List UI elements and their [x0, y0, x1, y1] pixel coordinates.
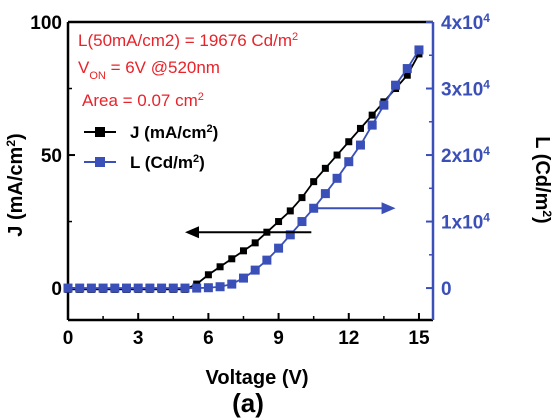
- data-point-l: [320, 189, 330, 199]
- chart-marks: [63, 45, 424, 293]
- data-point-l: [227, 279, 237, 289]
- x-axis-label: Voltage (V): [206, 367, 309, 389]
- data-point-l: [414, 45, 424, 55]
- data-point-l: [133, 283, 143, 293]
- data-point-j: [345, 138, 353, 146]
- data-point-j: [275, 218, 283, 226]
- data-point-l: [63, 283, 73, 293]
- data-point-l: [98, 283, 108, 293]
- data-point-l: [355, 140, 365, 150]
- y-right-tick-label: 2x104: [441, 144, 490, 167]
- arrow-head: [184, 226, 199, 239]
- data-point-l: [250, 265, 260, 275]
- data-point-l: [274, 243, 284, 253]
- x-tick-label: 12: [338, 328, 359, 349]
- y-right-tick-label: 3x104: [441, 78, 490, 101]
- data-point-j: [310, 178, 318, 186]
- panel-label: (a): [232, 388, 264, 418]
- legend-item-j: J (mA/cm2): [84, 123, 218, 142]
- y-left-tick-label: 50: [41, 146, 62, 167]
- annotation-line1: L(50mA/cm2) = 19676 Cd/m2: [78, 31, 298, 50]
- data-point-l: [297, 217, 307, 227]
- data-point-l: [75, 283, 85, 293]
- x-tick-label: 0: [63, 328, 74, 349]
- data-point-l: [203, 283, 213, 293]
- data-point-l: [367, 120, 377, 130]
- data-point-l: [145, 283, 155, 293]
- legend: J (mA/cm2) L (Cd/m2): [84, 123, 218, 172]
- data-point-l: [332, 173, 342, 183]
- data-point-j: [403, 71, 411, 79]
- y-right-tick-label: 0: [441, 279, 452, 300]
- data-point-l: [344, 157, 354, 167]
- data-point-l: [379, 100, 389, 110]
- axes-frame: 0 3 6 9 12 15 0 50 100 0 1x104 2x104 3x104 4x104: [30, 11, 490, 349]
- data-point-l: [168, 283, 178, 293]
- data-point-j: [204, 271, 212, 279]
- data-point-l: [121, 283, 131, 293]
- y-right-tick-label: 4x104: [441, 11, 490, 34]
- data-point-l: [285, 230, 295, 240]
- annotation-line3: Area = 0.07 cm2: [82, 91, 204, 110]
- data-point-l: [192, 283, 202, 293]
- y-axis-left-label: J (mA/cm2): [4, 133, 27, 236]
- data-point-l: [262, 255, 272, 265]
- x-tick-label: 15: [408, 328, 430, 349]
- data-point-j: [368, 111, 376, 119]
- axis-arrow-left: [184, 226, 312, 239]
- arrow-head: [381, 202, 396, 215]
- data-point-l: [402, 64, 412, 74]
- data-point-j: [333, 151, 341, 159]
- data-point-j: [216, 263, 224, 271]
- data-point-j: [298, 194, 306, 202]
- y-axis-right-label: L (Cd/m2): [531, 136, 552, 223]
- y-right-tick-label: 1x104: [441, 211, 490, 234]
- data-point-j: [251, 239, 259, 247]
- data-point-j: [228, 255, 236, 263]
- data-point-j: [321, 164, 329, 172]
- legend-label-j: J (mA/cm2): [130, 123, 218, 142]
- y-left-tick-label: 100: [30, 13, 62, 34]
- legend-label-l: L (Cd/m2): [130, 153, 205, 172]
- data-point-j: [356, 124, 364, 132]
- data-point-l: [180, 283, 190, 293]
- x-tick-label: 6: [203, 328, 214, 349]
- x-tick-label: 3: [133, 328, 144, 349]
- data-point-l: [215, 282, 225, 292]
- data-point-l: [238, 273, 248, 283]
- axis-arrow-right: [311, 202, 396, 215]
- legend-item-l: L (Cd/m2): [84, 153, 205, 172]
- x-tick-label: 9: [273, 328, 284, 349]
- data-point-l: [110, 283, 120, 293]
- data-point-j: [239, 247, 247, 255]
- data-point-j: [286, 207, 294, 215]
- data-point-l: [157, 283, 167, 293]
- data-point-l: [86, 283, 96, 293]
- annotation-line2: VON = 6V @520nm: [78, 58, 220, 82]
- data-point-l: [391, 80, 401, 90]
- y-left-tick-label: 0: [51, 279, 62, 300]
